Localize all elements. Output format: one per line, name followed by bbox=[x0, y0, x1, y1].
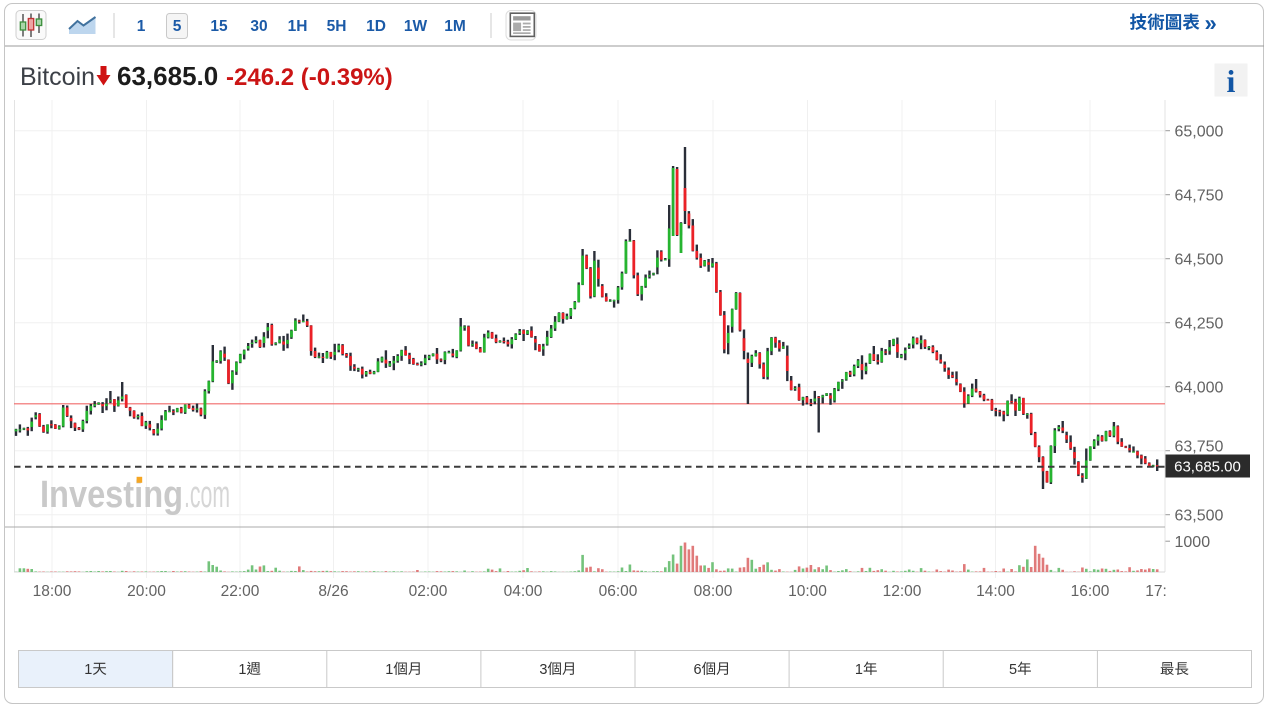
svg-text:63,750: 63,750 bbox=[1175, 438, 1224, 455]
svg-text:63,685.0: 63,685.0 bbox=[117, 61, 218, 91]
svg-text:Bitcoin: Bitcoin bbox=[20, 63, 95, 91]
svg-text:04:00: 04:00 bbox=[504, 583, 543, 600]
svg-text:17:: 17: bbox=[1145, 583, 1167, 600]
svg-text:1: 1 bbox=[137, 18, 146, 35]
svg-text:12:00: 12:00 bbox=[883, 583, 922, 600]
svg-text:08:00: 08:00 bbox=[694, 583, 733, 600]
svg-text:5: 5 bbox=[173, 18, 182, 35]
svg-text:06:00: 06:00 bbox=[599, 583, 638, 600]
svg-text:10:00: 10:00 bbox=[788, 583, 827, 600]
svg-text:1W: 1W bbox=[404, 18, 428, 35]
svg-text:Investing: Investing bbox=[40, 474, 183, 516]
svg-text:1D: 1D bbox=[366, 18, 386, 35]
svg-text:64,750: 64,750 bbox=[1175, 188, 1224, 205]
svg-text:18:00: 18:00 bbox=[33, 583, 72, 600]
svg-text:»: » bbox=[1205, 11, 1217, 36]
svg-text:30: 30 bbox=[250, 18, 267, 35]
svg-text:20:00: 20:00 bbox=[127, 583, 166, 600]
svg-text:8/26: 8/26 bbox=[318, 583, 348, 600]
svg-text:1H: 1H bbox=[288, 18, 308, 35]
svg-text:1: 1 bbox=[84, 662, 92, 678]
svg-text:64,500: 64,500 bbox=[1175, 252, 1224, 269]
svg-text:5: 5 bbox=[1009, 662, 1017, 678]
svg-text:i: i bbox=[1227, 63, 1236, 99]
svg-text:.com: .com bbox=[184, 474, 230, 516]
svg-text:14:00: 14:00 bbox=[976, 583, 1015, 600]
svg-text:22:00: 22:00 bbox=[221, 583, 260, 600]
svg-text:6: 6 bbox=[694, 662, 702, 678]
svg-text:-246.2 (-0.39%): -246.2 (-0.39%) bbox=[226, 64, 393, 91]
svg-text:3: 3 bbox=[539, 662, 547, 678]
svg-text:02:00: 02:00 bbox=[409, 583, 448, 600]
svg-text:16:00: 16:00 bbox=[1071, 583, 1110, 600]
svg-text:1M: 1M bbox=[444, 18, 466, 35]
svg-text:1: 1 bbox=[855, 662, 863, 678]
svg-text:63,500: 63,500 bbox=[1175, 508, 1224, 525]
svg-text:64,000: 64,000 bbox=[1175, 380, 1224, 397]
svg-text:1000: 1000 bbox=[1175, 534, 1211, 551]
svg-text:15: 15 bbox=[210, 18, 228, 35]
svg-text:63,685.00: 63,685.00 bbox=[1174, 459, 1241, 476]
svg-text:5H: 5H bbox=[327, 18, 347, 35]
svg-text:65,000: 65,000 bbox=[1175, 124, 1224, 141]
svg-text:64,250: 64,250 bbox=[1175, 316, 1224, 333]
svg-text:1: 1 bbox=[238, 662, 246, 678]
svg-text:1: 1 bbox=[385, 662, 393, 678]
